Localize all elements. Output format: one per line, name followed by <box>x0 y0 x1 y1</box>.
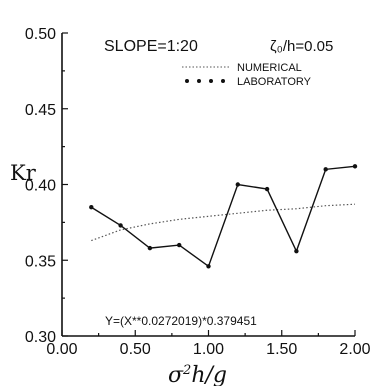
series-laboratory-point <box>89 205 94 210</box>
x-axis-label-rest: h/g <box>191 363 227 386</box>
y-tick-label: 0.30 <box>25 329 56 346</box>
series-laboratory-point <box>206 264 211 269</box>
series-laboratory-line <box>90 165 356 268</box>
tick-group: 0.00 0.50 1.00 1.50 2.00 0.30 0.35 0.40 0.45 0.50 <box>25 26 371 358</box>
series-laboratory-point <box>294 248 299 254</box>
formula-annotation: Y=(X**0.0272019)*0.379451 <box>105 314 257 328</box>
x-tick-label: 1.50 <box>266 341 297 358</box>
series-laboratory-point <box>352 164 358 169</box>
x-axis-label-sigma: σ <box>168 363 184 386</box>
y-tick-label: 0.35 <box>25 253 56 270</box>
legend: NUMERICAL LABORATORY <box>182 62 312 88</box>
zeta-annotation: ζ₀/h=0.05 <box>270 38 333 55</box>
y-axis-label: Kr <box>10 161 37 185</box>
series-laboratory-point <box>118 223 123 228</box>
legend-laboratory-label: LABORATORY <box>237 76 312 88</box>
series-laboratory-point <box>323 167 328 172</box>
x-axis-label: σ2h/g <box>168 363 227 386</box>
legend-numerical-label: NUMERICAL <box>237 62 302 74</box>
legend-laboratory-dot <box>221 79 225 83</box>
legend-laboratory-marker <box>185 79 225 83</box>
legend-laboratory-dot <box>209 79 213 83</box>
slope-annotation: SLOPE=1:20 <box>104 38 198 55</box>
y-tick-label: 0.50 <box>25 26 56 43</box>
series-laboratory-point <box>177 242 182 248</box>
x-tick-label: 0.00 <box>46 341 77 358</box>
series-numerical-line <box>91 203 356 242</box>
legend-laboratory-dot <box>197 79 201 83</box>
series-laboratory-point <box>264 186 270 192</box>
x-tick-label: 1.00 <box>193 341 224 358</box>
y-tick-label: 0.40 <box>25 178 56 195</box>
x-tick-label: 0.50 <box>120 341 151 358</box>
legend-laboratory-dot <box>185 79 189 83</box>
x-tick-label: 2.00 <box>339 341 370 358</box>
series-laboratory-point <box>235 182 240 187</box>
series-layer <box>89 164 358 269</box>
y-tick-label: 0.45 <box>25 102 56 119</box>
x-axis-label-superscript: 2 <box>182 363 191 378</box>
series-laboratory-point <box>147 245 153 251</box>
